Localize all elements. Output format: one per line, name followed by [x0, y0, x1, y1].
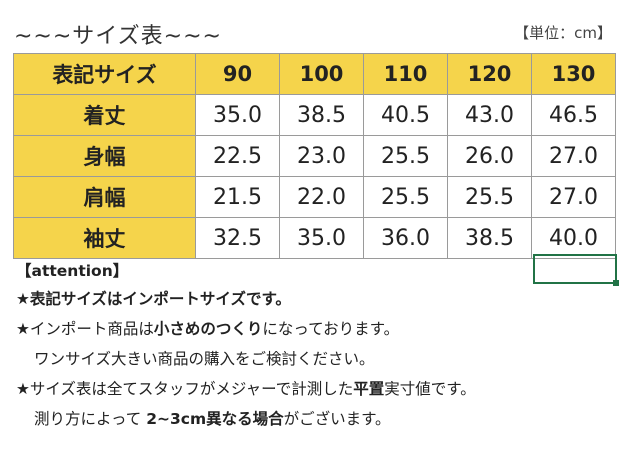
note-emphasis: 小さめのつくり: [153, 320, 263, 338]
column-header: 130: [531, 53, 616, 95]
table-cell: 40.5: [363, 94, 448, 136]
table-cell: 21.5: [195, 176, 280, 218]
note-tolerance: 測り方によって 2~3cm異なる場合がございます。: [16, 404, 616, 434]
note-measurement: ★サイズ表は全てスタッフがメジャーで計測した平置実寸値です。: [16, 374, 616, 404]
table-cell: 32.5: [195, 217, 280, 259]
size-table: 表記サイズ 90 100 110 120 130 着丈 35.0 38.5 40…: [13, 53, 616, 259]
table-cell: 22.5: [195, 135, 280, 177]
table-cell: 25.5: [363, 135, 448, 177]
table-cell: 35.0: [195, 94, 280, 136]
table-cell: 26.0: [447, 135, 532, 177]
table-cell: 25.5: [447, 176, 532, 218]
table-row: 身幅 22.5 23.0 25.5 26.0 27.0: [13, 135, 616, 177]
table-cell: 35.0: [279, 217, 364, 259]
row-header: 袖丈: [13, 217, 196, 259]
table-row: 着丈 35.0 38.5 40.5 43.0 46.5: [13, 94, 616, 136]
table-cell: 43.0: [447, 94, 532, 136]
note-text: がございます。: [283, 410, 391, 428]
note-text: 実寸値です。: [384, 380, 476, 398]
table-cell: 38.5: [279, 94, 364, 136]
notes-section: 【attention】 ★表記サイズはインポートサイズです。 ★インポート商品は…: [16, 258, 616, 434]
row-header: 着丈: [13, 94, 196, 136]
column-header: 100: [279, 53, 364, 95]
table-header-row: 表記サイズ 90 100 110 120 130: [13, 53, 616, 95]
corner-header: 表記サイズ: [13, 53, 196, 95]
table-cell: 46.5: [531, 94, 616, 136]
fill-handle[interactable]: [613, 280, 619, 286]
selected-cell[interactable]: [533, 254, 617, 284]
table-row: 袖丈 32.5 35.0 36.0 38.5 40.0: [13, 217, 616, 259]
table-row: 肩幅 21.5 22.0 25.5 25.5 27.0: [13, 176, 616, 218]
table-cell: 36.0: [363, 217, 448, 259]
note-size-up: ワンサイズ大きい商品の購入をご検討ください。: [34, 350, 375, 368]
table-cell: 27.0: [531, 176, 616, 218]
row-header: 身幅: [13, 135, 196, 177]
note-text: ★サイズ表は全てスタッフがメジャーで計測した: [16, 380, 354, 398]
column-header: 90: [195, 53, 280, 95]
table-cell: 27.0: [531, 135, 616, 177]
column-header: 120: [447, 53, 532, 95]
note-import-size: ★表記サイズはインポートサイズです。: [16, 290, 291, 308]
table-cell: 25.5: [363, 176, 448, 218]
table-cell: 23.0: [279, 135, 364, 177]
note-text: 測り方によって: [34, 410, 147, 428]
table-cell: 38.5: [447, 217, 532, 259]
note-emphasis: 平置: [353, 380, 385, 398]
column-header: 110: [363, 53, 448, 95]
note-emphasis: 2~3cm異なる場合: [146, 410, 284, 428]
unit-label: 【単位：cm】: [514, 24, 612, 42]
note-text: になっております。: [262, 320, 400, 338]
table-cell: 22.0: [279, 176, 364, 218]
row-header: 肩幅: [13, 176, 196, 218]
table-cell: 40.0: [531, 217, 616, 259]
attention-heading: 【attention】: [16, 262, 129, 280]
size-chart-title: ~~~サイズ表~~~: [14, 24, 222, 49]
note-small-fit: ★インポート商品は小さめのつくりになっております。: [16, 314, 616, 344]
note-text: ★インポート商品は: [16, 320, 154, 338]
